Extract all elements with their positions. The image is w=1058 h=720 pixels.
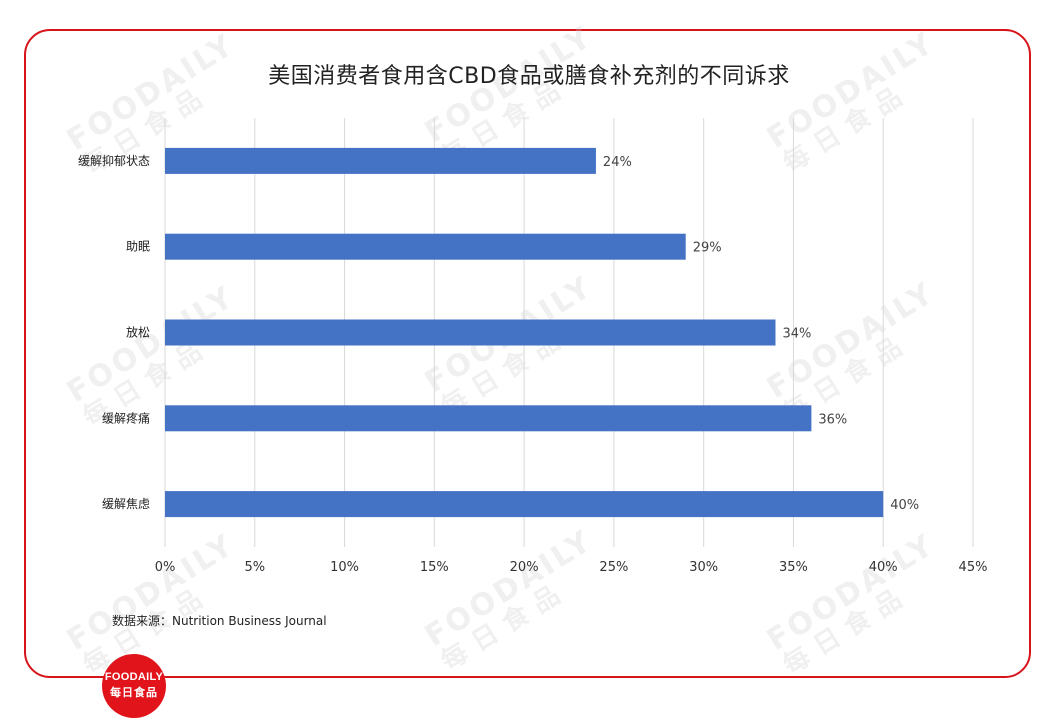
x-tick-label: 0% (155, 560, 176, 575)
x-tick-label: 25% (599, 560, 628, 575)
source-note: 数据来源：Nutrition Business Journal (112, 614, 327, 628)
x-tick-label: 15% (420, 560, 449, 575)
x-tick-label: 10% (330, 560, 359, 575)
bar (165, 491, 884, 518)
data-label: 40% (890, 498, 919, 513)
category-label: 缓解抑郁状态 (78, 153, 150, 168)
x-tick-label: 20% (510, 560, 539, 575)
chart-title: 美国消费者食用含CBD食品或膳食补充剂的不同诉求 (268, 64, 790, 89)
category-label: 缓解焦虑 (102, 497, 150, 511)
chart-frame (24, 29, 1031, 678)
data-label: 34% (782, 327, 811, 342)
x-tick-label: 5% (244, 560, 265, 575)
category-label: 缓解疼痛 (102, 410, 150, 425)
x-tick-label: 35% (779, 560, 808, 575)
bar (165, 147, 596, 174)
bar (165, 233, 686, 260)
data-label: 24% (603, 155, 632, 170)
bar (165, 405, 812, 432)
x-tick-label: 40% (869, 560, 898, 575)
x-tick-label: 30% (689, 560, 718, 575)
data-label: 36% (818, 412, 847, 427)
brand-logo: FOODAILY 每日食品 (102, 654, 166, 718)
bar (165, 319, 776, 346)
data-label: 29% (693, 241, 722, 256)
x-tick-label: 45% (959, 560, 988, 575)
category-label: 助眠 (126, 240, 150, 254)
category-label: 放松 (126, 325, 150, 340)
